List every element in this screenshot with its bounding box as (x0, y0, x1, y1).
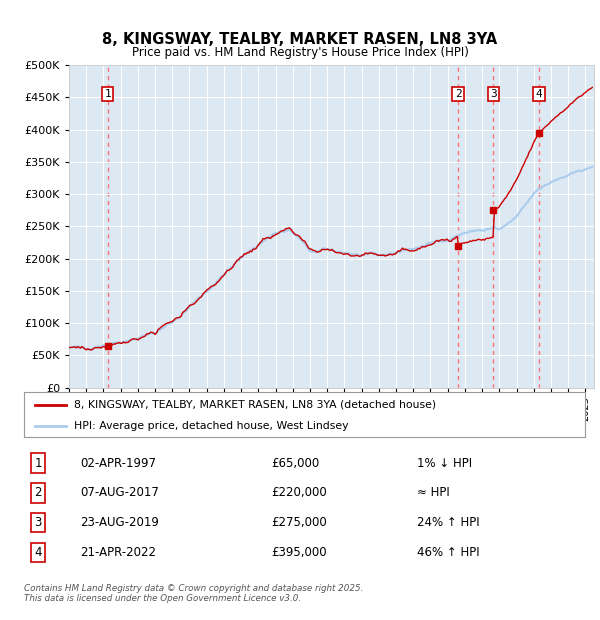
Text: Contains HM Land Registry data © Crown copyright and database right 2025.
This d: Contains HM Land Registry data © Crown c… (24, 584, 364, 603)
Text: £220,000: £220,000 (271, 487, 326, 499)
Text: 2: 2 (34, 487, 42, 499)
Text: 2: 2 (455, 89, 461, 99)
Text: Price paid vs. HM Land Registry's House Price Index (HPI): Price paid vs. HM Land Registry's House … (131, 46, 469, 58)
Text: HPI: Average price, detached house, West Lindsey: HPI: Average price, detached house, West… (74, 421, 349, 431)
Text: £395,000: £395,000 (271, 546, 326, 559)
Text: 4: 4 (536, 89, 542, 99)
Text: 24% ↑ HPI: 24% ↑ HPI (416, 516, 479, 529)
Text: 8, KINGSWAY, TEALBY, MARKET RASEN, LN8 3YA: 8, KINGSWAY, TEALBY, MARKET RASEN, LN8 3… (103, 32, 497, 47)
Text: 07-AUG-2017: 07-AUG-2017 (80, 487, 159, 499)
Text: 1% ↓ HPI: 1% ↓ HPI (416, 457, 472, 469)
Text: 1: 1 (104, 89, 111, 99)
Text: 23-AUG-2019: 23-AUG-2019 (80, 516, 159, 529)
Text: 1: 1 (34, 457, 42, 469)
Text: 3: 3 (34, 516, 42, 529)
Text: ≈ HPI: ≈ HPI (416, 487, 449, 499)
Text: £275,000: £275,000 (271, 516, 326, 529)
Text: 8, KINGSWAY, TEALBY, MARKET RASEN, LN8 3YA (detached house): 8, KINGSWAY, TEALBY, MARKET RASEN, LN8 3… (74, 399, 437, 410)
Text: 21-APR-2022: 21-APR-2022 (80, 546, 156, 559)
Text: 02-APR-1997: 02-APR-1997 (80, 457, 156, 469)
Text: 46% ↑ HPI: 46% ↑ HPI (416, 546, 479, 559)
Text: 4: 4 (34, 546, 42, 559)
Text: £65,000: £65,000 (271, 457, 319, 469)
Text: 3: 3 (490, 89, 497, 99)
